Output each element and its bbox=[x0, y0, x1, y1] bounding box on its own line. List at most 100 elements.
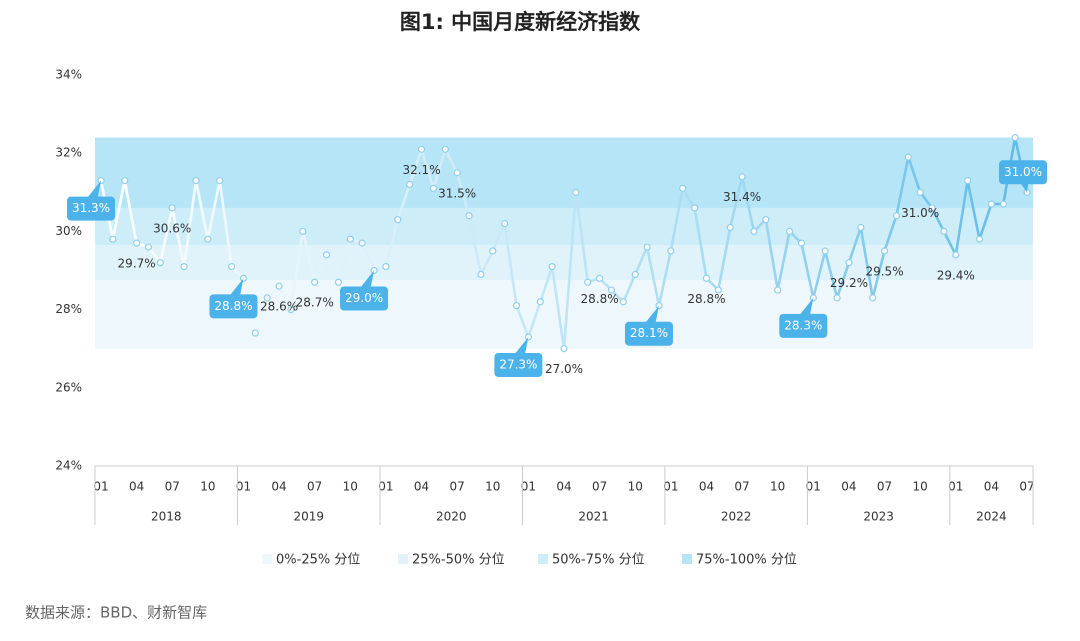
data-label: 29.5% bbox=[865, 264, 903, 278]
callout-pointer bbox=[512, 336, 529, 357]
data-point bbox=[334, 278, 343, 286]
x-tick-label: 07 bbox=[307, 480, 322, 494]
data-point bbox=[892, 212, 901, 220]
legend-label: 75%-100% 分位 bbox=[696, 553, 797, 568]
x-tick-label: 04 bbox=[984, 480, 999, 494]
data-label: 28.7% bbox=[296, 296, 334, 310]
data-point bbox=[857, 223, 865, 232]
x-tick-label: 07 bbox=[592, 480, 607, 494]
year-label: 2018 bbox=[151, 510, 182, 524]
x-tick-label: 04 bbox=[414, 480, 429, 494]
source-note: 数据来源：BBD、财新智库 bbox=[25, 604, 207, 622]
data-point bbox=[192, 176, 200, 185]
data-point bbox=[596, 274, 604, 282]
data-point bbox=[560, 345, 568, 353]
data-point bbox=[964, 176, 972, 185]
x-tick-label: 10 bbox=[200, 480, 215, 494]
data-point bbox=[501, 219, 509, 228]
data-point bbox=[133, 239, 141, 247]
data-point bbox=[940, 227, 948, 235]
callout-pointer bbox=[358, 270, 375, 291]
callout-box bbox=[494, 352, 543, 377]
data-point bbox=[311, 278, 319, 286]
x-tick-label: 10 bbox=[485, 480, 500, 494]
callout-box bbox=[999, 160, 1047, 185]
data-label: 31.0% bbox=[901, 206, 939, 220]
data-label: 27.3% bbox=[499, 357, 537, 371]
data-point bbox=[572, 188, 580, 196]
data-point bbox=[679, 184, 687, 192]
data-point bbox=[619, 298, 627, 306]
data-point bbox=[536, 298, 544, 306]
callout: 31.0% bbox=[999, 160, 1047, 193]
data-point bbox=[477, 270, 485, 279]
data-point bbox=[263, 294, 271, 302]
x-tick-label: 07 bbox=[450, 480, 465, 494]
data-point bbox=[999, 200, 1007, 208]
data-point bbox=[738, 173, 746, 181]
data-point bbox=[465, 212, 473, 220]
x-tick-label: 10 bbox=[770, 480, 785, 494]
x-tick-label: 01 bbox=[236, 480, 251, 494]
x-tick-label: 01 bbox=[93, 480, 108, 494]
data-point bbox=[774, 286, 782, 294]
x-tick-label: 04 bbox=[556, 480, 571, 494]
callout: 27.3% bbox=[494, 336, 543, 377]
data-label: 27.0% bbox=[545, 362, 583, 376]
callout: 29.0% bbox=[340, 270, 389, 311]
x-tick-label: 04 bbox=[271, 480, 286, 494]
quantile-band bbox=[95, 207, 1033, 246]
callout-pointer bbox=[85, 180, 101, 201]
data-point bbox=[928, 204, 936, 212]
data-point bbox=[394, 216, 402, 224]
data-label: 28.3% bbox=[784, 318, 822, 332]
data-point bbox=[216, 176, 224, 185]
callout: 31.3% bbox=[67, 180, 115, 221]
x-tick-label: 07 bbox=[877, 480, 892, 494]
data-point bbox=[690, 204, 699, 212]
data-point bbox=[227, 262, 236, 271]
x-tick-label: 01 bbox=[806, 480, 821, 494]
y-tick-label: 28% bbox=[55, 302, 82, 316]
data-label: 29.7% bbox=[118, 257, 156, 271]
callout-box bbox=[67, 196, 115, 221]
data-label: 31.5% bbox=[438, 186, 476, 200]
data-point bbox=[429, 184, 438, 192]
x-tick-label: 07 bbox=[1019, 480, 1034, 494]
data-point bbox=[607, 286, 616, 294]
data-point bbox=[322, 251, 331, 259]
data-point bbox=[987, 200, 995, 208]
x-tick-label: 01 bbox=[948, 480, 963, 494]
callout-box bbox=[340, 286, 389, 311]
data-point bbox=[144, 243, 153, 251]
x-tick-label: 01 bbox=[663, 480, 678, 494]
data-point bbox=[584, 278, 592, 286]
data-point bbox=[251, 329, 259, 337]
data-label: 28.8% bbox=[687, 292, 725, 306]
year-label: 2024 bbox=[976, 510, 1007, 524]
callout-pointer bbox=[227, 278, 244, 299]
data-point bbox=[275, 282, 283, 290]
quantile-band bbox=[95, 137, 1033, 208]
data-point bbox=[358, 239, 366, 247]
legend-swatch bbox=[538, 554, 548, 564]
data-label: 31.3% bbox=[72, 201, 110, 215]
data-point bbox=[156, 259, 164, 267]
data-point bbox=[548, 262, 556, 271]
data-point bbox=[869, 294, 877, 302]
data-point bbox=[845, 259, 853, 267]
data-point bbox=[204, 235, 212, 243]
data-point bbox=[750, 227, 758, 235]
data-point bbox=[299, 227, 307, 235]
quantile-band bbox=[95, 245, 1033, 281]
data-point bbox=[952, 251, 960, 259]
data-point bbox=[287, 306, 295, 314]
y-tick-label: 30% bbox=[55, 224, 82, 238]
callout: 28.3% bbox=[779, 297, 828, 338]
data-point bbox=[821, 247, 829, 255]
data-point bbox=[975, 235, 984, 243]
callout-box bbox=[209, 294, 258, 319]
data-point bbox=[880, 247, 889, 255]
data-label: 32.1% bbox=[402, 163, 440, 177]
